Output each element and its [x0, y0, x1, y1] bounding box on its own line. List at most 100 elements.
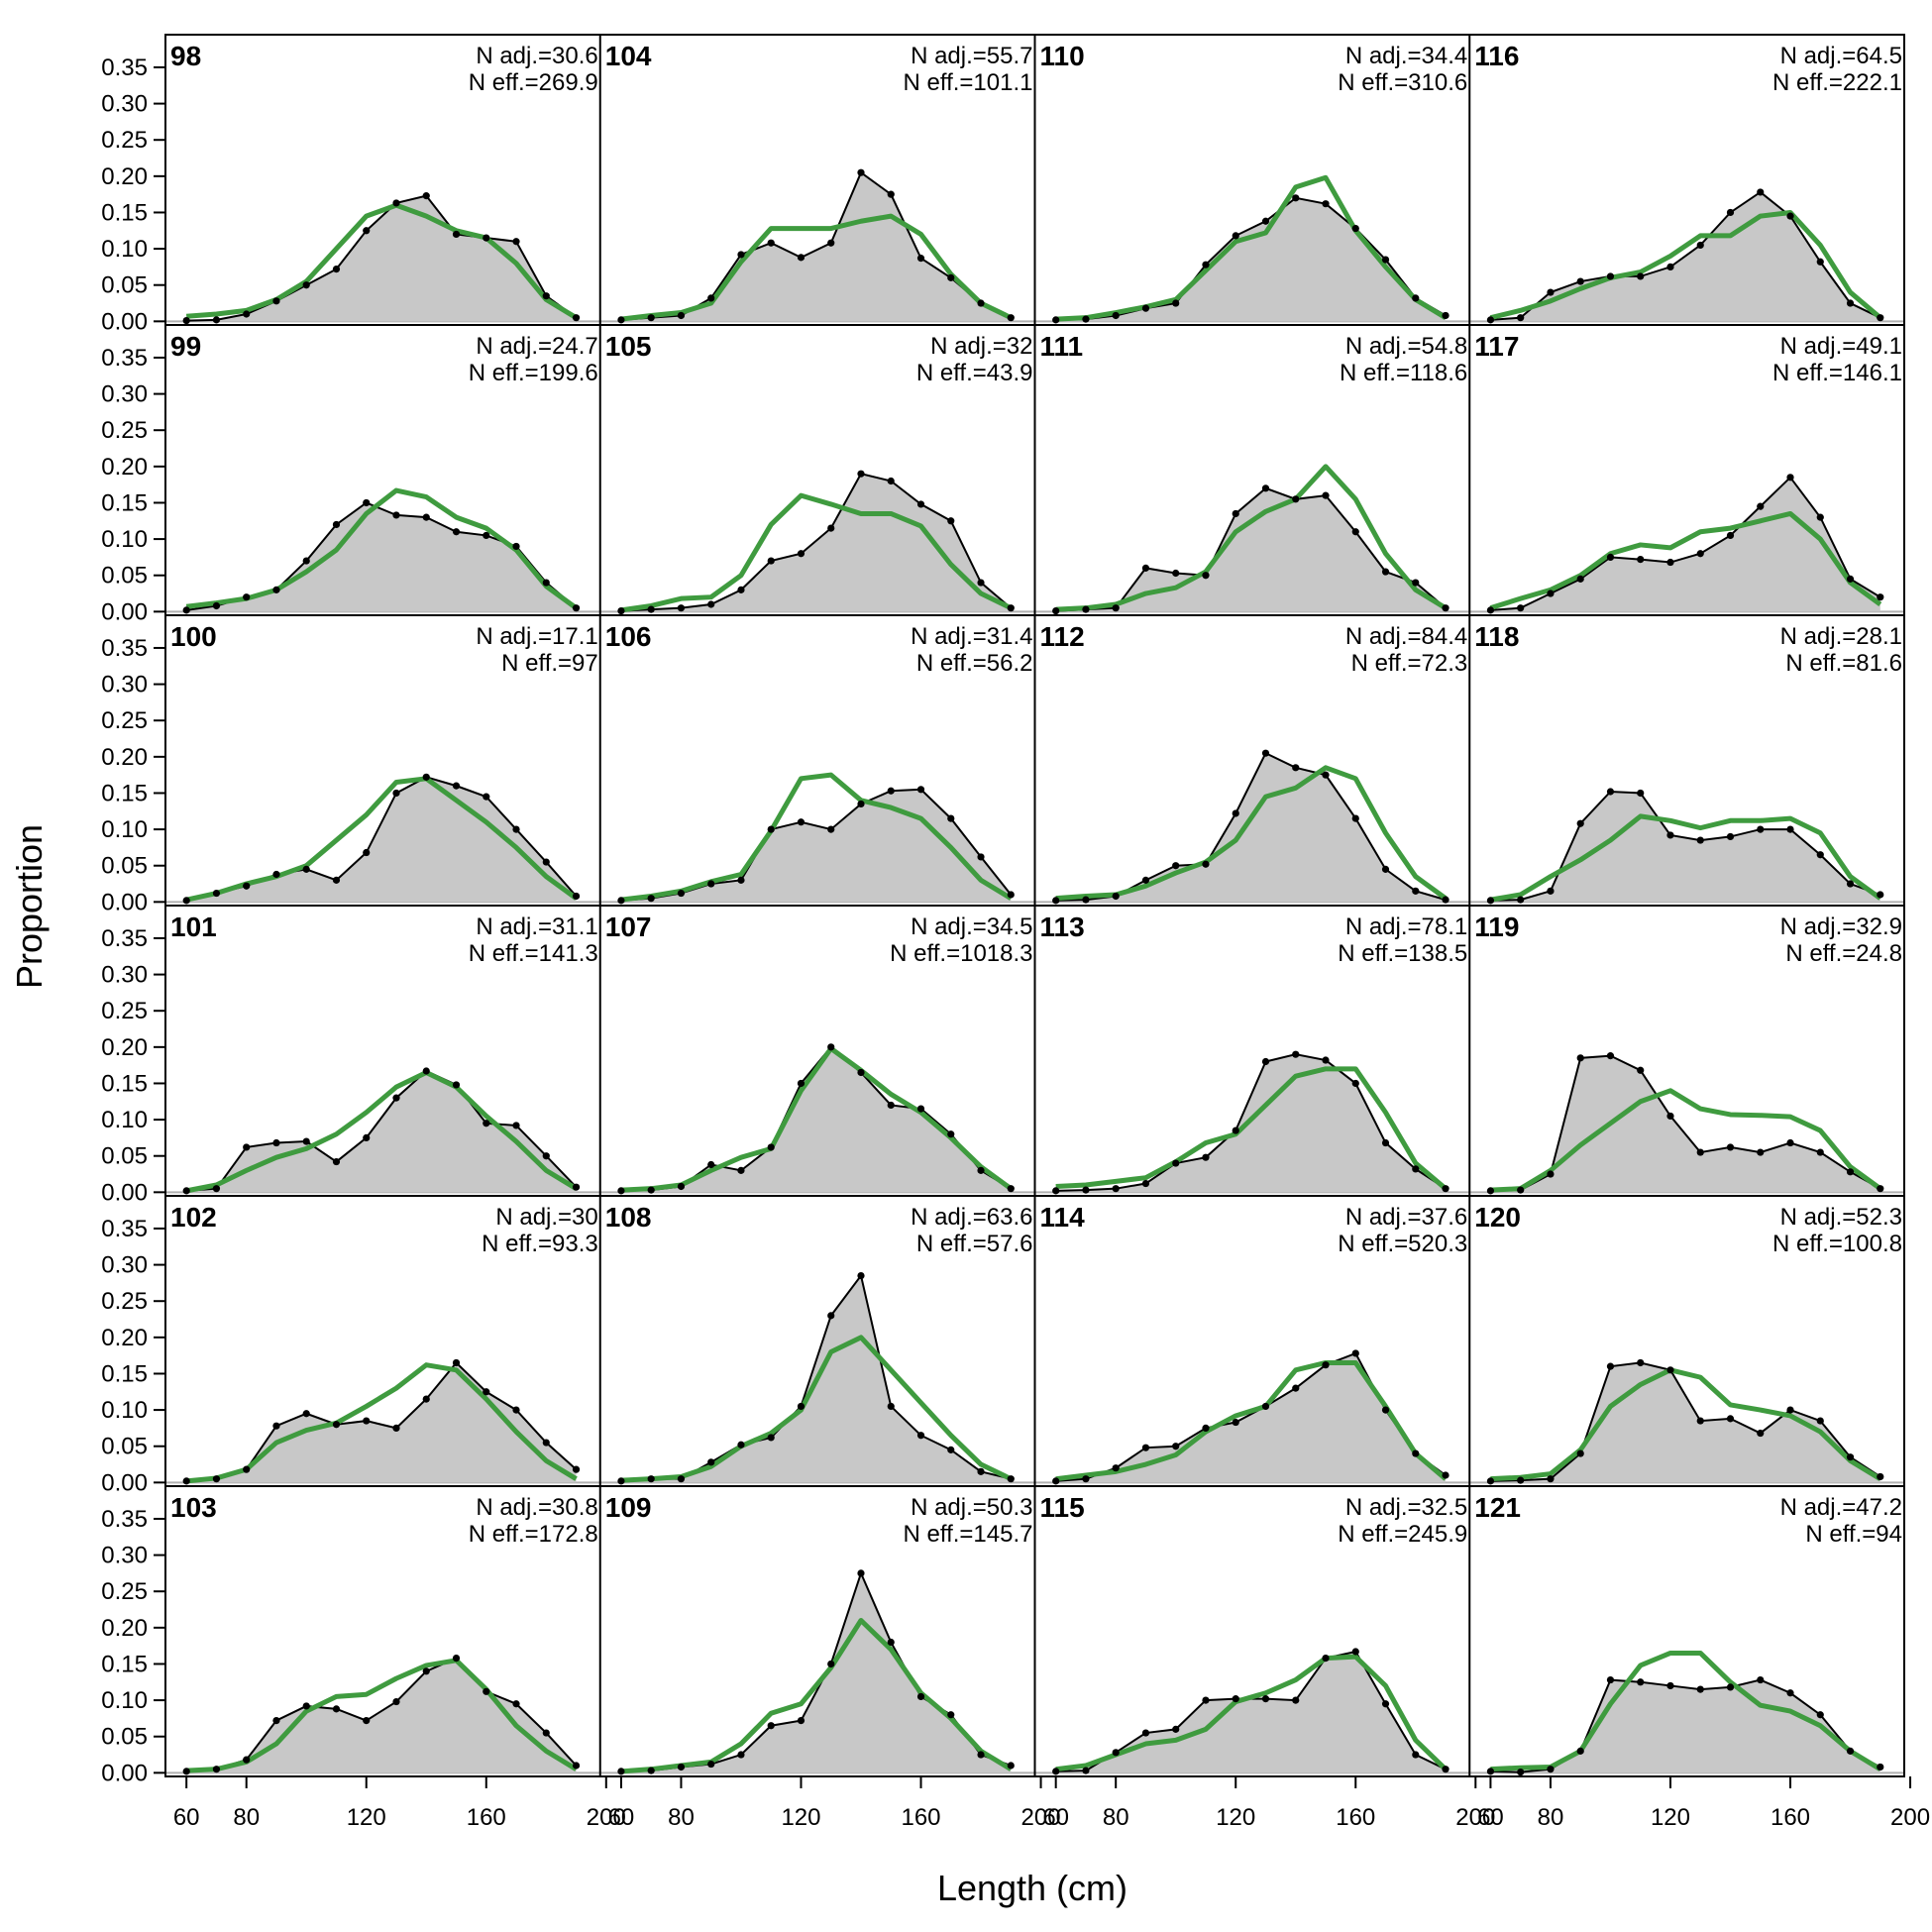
expected-line: [1490, 1650, 1882, 1772]
panel-112: 112 N adj.=84.4N eff.=72.3: [1034, 621, 1470, 905]
observed-point: [243, 1465, 251, 1473]
y-tick-label: 0.35: [101, 345, 148, 372]
observed-point: [1606, 553, 1615, 562]
observed-point: [647, 1767, 655, 1774]
panel-116: 116 N adj.=64.5N eff.=222.1: [1469, 41, 1904, 324]
observed-point: [1637, 789, 1645, 798]
observed-point: [1666, 263, 1674, 270]
observed-point: [422, 773, 430, 781]
observed-point: [1637, 1678, 1645, 1686]
panel-label: 120: [1474, 1202, 1521, 1233]
observed-point: [1322, 1056, 1330, 1064]
observed-point: [767, 825, 775, 833]
observed-area: [1490, 1055, 1880, 1193]
observed-area: [1055, 1054, 1447, 1193]
n-adj-label: N adj.=78.1: [1345, 913, 1467, 940]
observed-point: [1202, 1696, 1210, 1704]
panel-label: 111: [1040, 331, 1084, 362]
y-tick-label: 0.00: [101, 598, 148, 625]
observed-point: [452, 1358, 461, 1367]
observed-point: [452, 1081, 461, 1089]
observed-point: [947, 1711, 955, 1719]
observed-line: [1490, 790, 1881, 902]
y-tick-label: 0.05: [101, 853, 148, 880]
y-tick-label: 0.25: [101, 127, 148, 154]
observed-point: [1232, 1418, 1239, 1427]
observed-point: [737, 1751, 745, 1759]
observed-point: [272, 1138, 280, 1147]
expected-line: [185, 776, 579, 903]
expected-line: [1055, 1066, 1448, 1191]
observed-point: [422, 513, 430, 521]
observed-point: [1637, 1066, 1645, 1074]
n-adj-label: N adj.=28.1: [1780, 623, 1902, 650]
observed-point: [212, 601, 221, 610]
observed-point: [617, 607, 625, 615]
observed-point: [1877, 891, 1884, 899]
observed-point: [1007, 1185, 1015, 1193]
panel-label: 106: [605, 621, 652, 652]
observed-point: [1517, 314, 1525, 322]
y-tick-label: 0.30: [101, 962, 148, 989]
observed-point: [827, 1043, 835, 1051]
n-adj-label: N adj.=50.3: [911, 1494, 1032, 1521]
observed-point: [1846, 1453, 1855, 1461]
observed-point: [302, 557, 310, 565]
observed-point: [1052, 1187, 1060, 1195]
y-tick-label: 0.20: [101, 1034, 148, 1061]
observed-point: [1696, 1417, 1704, 1425]
observed-point: [977, 1751, 985, 1759]
observed-point: [1877, 1472, 1884, 1481]
observed-point: [243, 1143, 251, 1151]
observed-point: [572, 1762, 581, 1770]
n-eff-label: N eff.=81.6: [1785, 650, 1902, 677]
observed-point: [1322, 200, 1330, 208]
expected-line: [1490, 1367, 1882, 1482]
n-adj-label: N adj.=52.3: [1780, 1204, 1902, 1231]
observed-point: [1351, 528, 1359, 536]
observed-point: [1547, 288, 1555, 296]
n-adj-label: N adj.=31.4: [911, 623, 1032, 650]
observed-point: [1172, 1159, 1180, 1167]
observed-point: [707, 880, 715, 888]
observed-area: [1490, 791, 1880, 903]
expected-line: [1055, 1359, 1448, 1482]
observed-point: [1696, 241, 1704, 250]
observed-point: [1637, 555, 1645, 564]
observed-point: [1232, 509, 1239, 518]
observed-area: [186, 1071, 577, 1193]
observed-point: [857, 1068, 865, 1077]
observed-point: [1007, 604, 1015, 612]
expected-line: [620, 1618, 1013, 1774]
observed-point: [797, 1402, 805, 1411]
observed-area: [1055, 197, 1447, 322]
observed-point: [1517, 1769, 1525, 1776]
y-tick-label: 0.15: [101, 199, 148, 226]
observed-point: [392, 1697, 400, 1706]
observed-point: [1292, 495, 1300, 503]
observed-point: [1696, 1685, 1704, 1693]
observed-area: [1490, 1679, 1880, 1773]
observed-point: [857, 1271, 865, 1280]
n-eff-label: N eff.=138.5: [1338, 940, 1467, 967]
y-tick-label: 0.15: [101, 1070, 148, 1097]
observed-point: [1486, 1768, 1495, 1775]
observed-point: [767, 1434, 775, 1442]
observed-point: [542, 858, 550, 866]
observed-area: [1490, 1362, 1880, 1483]
observed-point: [1412, 1165, 1420, 1173]
x-tick-label: 60: [1042, 1804, 1069, 1831]
observed-point: [332, 265, 341, 273]
observed-point: [1141, 1444, 1150, 1451]
observed-point: [212, 316, 221, 324]
observed-point: [452, 528, 461, 536]
observed-point: [332, 1157, 341, 1166]
y-tick-label: 0.10: [101, 1687, 148, 1714]
axes-layer: 0.00 0.05 0.10 0.15 0.20 0.25 0.30 0.35 0.00 0.05…: [101, 34, 1930, 1831]
panel-104: 104 N adj.=55.7N eff.=101.1: [599, 41, 1035, 324]
y-tick-label: 0.00: [101, 889, 148, 915]
panel-108: 108 N adj.=63.6N eff.=57.6: [599, 1202, 1035, 1485]
observed-point: [272, 586, 280, 593]
panel-113: 113 N adj.=78.1N eff.=138.5: [1034, 912, 1470, 1195]
observed-line: [620, 473, 1012, 612]
